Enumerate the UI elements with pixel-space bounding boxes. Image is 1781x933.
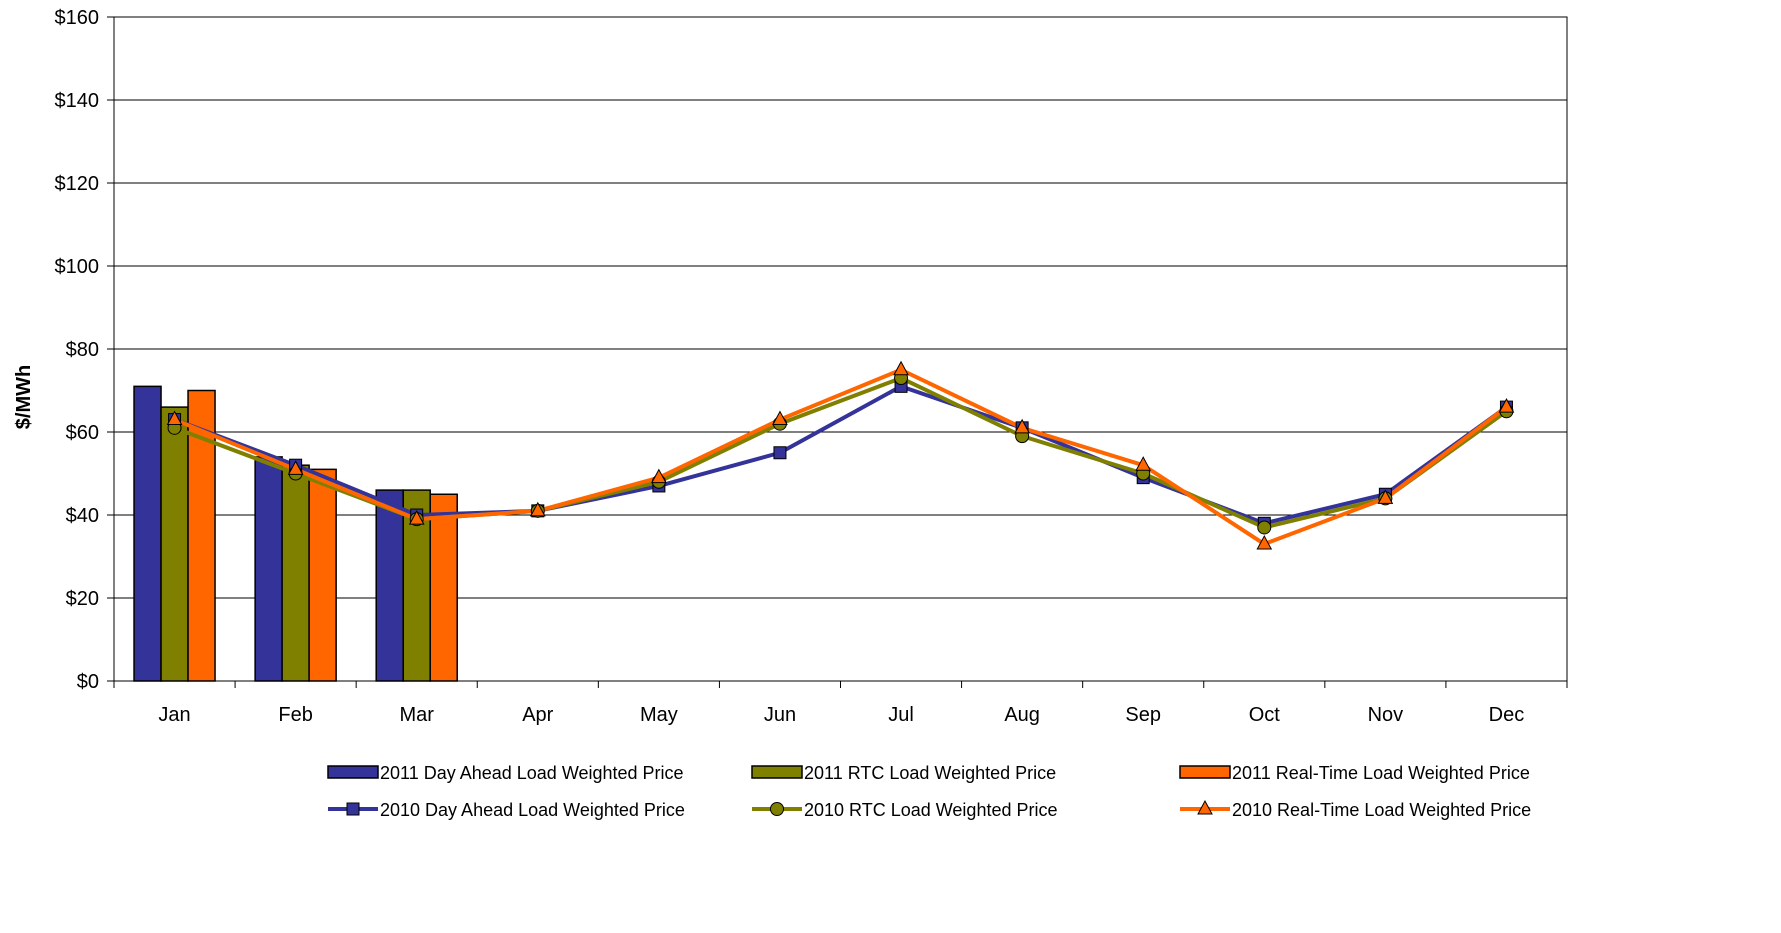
line-point bbox=[893, 360, 909, 376]
y-tick-label: $120 bbox=[55, 173, 100, 195]
line-point bbox=[166, 410, 183, 426]
x-tick-label: May bbox=[640, 704, 678, 726]
line-point bbox=[1135, 456, 1152, 471]
bar bbox=[308, 468, 337, 682]
x-tick-label: Jun bbox=[764, 704, 796, 726]
line-point bbox=[651, 468, 667, 484]
x-tick-label: Sep bbox=[1125, 704, 1161, 726]
legend-swatch bbox=[1179, 765, 1231, 779]
legend: 2011 Day Ahead Load Weighted Price 2011 R… bbox=[327, 763, 1531, 820]
x-tick-label: Jan bbox=[158, 704, 190, 726]
line-point bbox=[772, 410, 788, 426]
line-point bbox=[1014, 418, 1030, 434]
x-tick-label: Aug bbox=[1004, 704, 1040, 726]
y-tick-label: $20 bbox=[66, 588, 99, 610]
y-tick-label: $60 bbox=[66, 422, 99, 444]
line-point bbox=[1377, 489, 1394, 504]
x-tick-label: Apr bbox=[522, 704, 553, 726]
y-tick-label: $160 bbox=[55, 7, 100, 29]
series-line bbox=[173, 376, 1508, 530]
legend-item: 2010 Day Ahead Load Weighted Price bbox=[328, 800, 685, 820]
bar bbox=[375, 489, 404, 682]
line-point bbox=[770, 802, 784, 816]
series-line bbox=[173, 367, 1508, 547]
x-tick-label: Oct bbox=[1249, 704, 1281, 726]
legend-label: 2011 RTC Load Weighted Price bbox=[804, 763, 1056, 783]
axes: $0 $20 $40 $60 $80 $100 $120 $140 $160 Jan Feb Mar A… bbox=[55, 7, 1568, 726]
bar bbox=[160, 406, 189, 682]
series-line bbox=[173, 384, 1508, 526]
legend-item: 2010 RTC Load Weighted Price bbox=[752, 800, 1058, 820]
bar bbox=[281, 464, 310, 682]
line-point bbox=[1197, 799, 1213, 815]
x-tick-label: Feb bbox=[278, 704, 312, 726]
legend-label: 2010 RTC Load Weighted Price bbox=[804, 800, 1058, 820]
x-tick-label: Mar bbox=[399, 704, 434, 726]
y-tick-label: $0 bbox=[77, 671, 99, 693]
y-tick-label: $140 bbox=[55, 90, 100, 112]
x-tick-label: Dec bbox=[1489, 704, 1525, 726]
legend-item: 2010 Real-Time Load Weighted Price bbox=[1180, 799, 1531, 820]
gridlines bbox=[114, 16, 1567, 599]
line-point bbox=[1256, 534, 1273, 550]
x-tick-label: Jul bbox=[888, 704, 914, 726]
bar bbox=[254, 456, 283, 682]
line-point bbox=[529, 501, 546, 517]
line-point bbox=[287, 460, 304, 475]
line-point bbox=[408, 510, 425, 525]
line-point bbox=[1257, 520, 1272, 535]
line-point bbox=[1498, 398, 1515, 413]
bar bbox=[429, 493, 458, 682]
bar-series-group bbox=[133, 385, 458, 682]
legend-item: 2011 Real-Time Load Weighted Price bbox=[1179, 763, 1530, 783]
y-tick-label: $100 bbox=[55, 256, 100, 278]
legend-label: 2010 Day Ahead Load Weighted Price bbox=[380, 800, 685, 820]
line-series-group bbox=[166, 360, 1515, 550]
x-tick-label: Nov bbox=[1368, 704, 1404, 726]
legend-item: 2011 RTC Load Weighted Price bbox=[751, 763, 1056, 783]
bar bbox=[133, 385, 162, 682]
y-axis-label: $/MWh bbox=[13, 365, 35, 429]
legend-swatch bbox=[751, 765, 803, 779]
line-point bbox=[773, 446, 787, 460]
y-tick-label: $40 bbox=[66, 505, 99, 527]
legend-label: 2010 Real-Time Load Weighted Price bbox=[1232, 800, 1531, 820]
legend-item: 2011 Day Ahead Load Weighted Price bbox=[327, 763, 684, 783]
legend-label: 2011 Real-Time Load Weighted Price bbox=[1232, 763, 1530, 783]
legend-label: 2011 Day Ahead Load Weighted Price bbox=[380, 763, 684, 783]
legend-swatch bbox=[327, 765, 379, 779]
y-tick-label: $80 bbox=[66, 339, 99, 361]
line-point bbox=[346, 802, 360, 816]
